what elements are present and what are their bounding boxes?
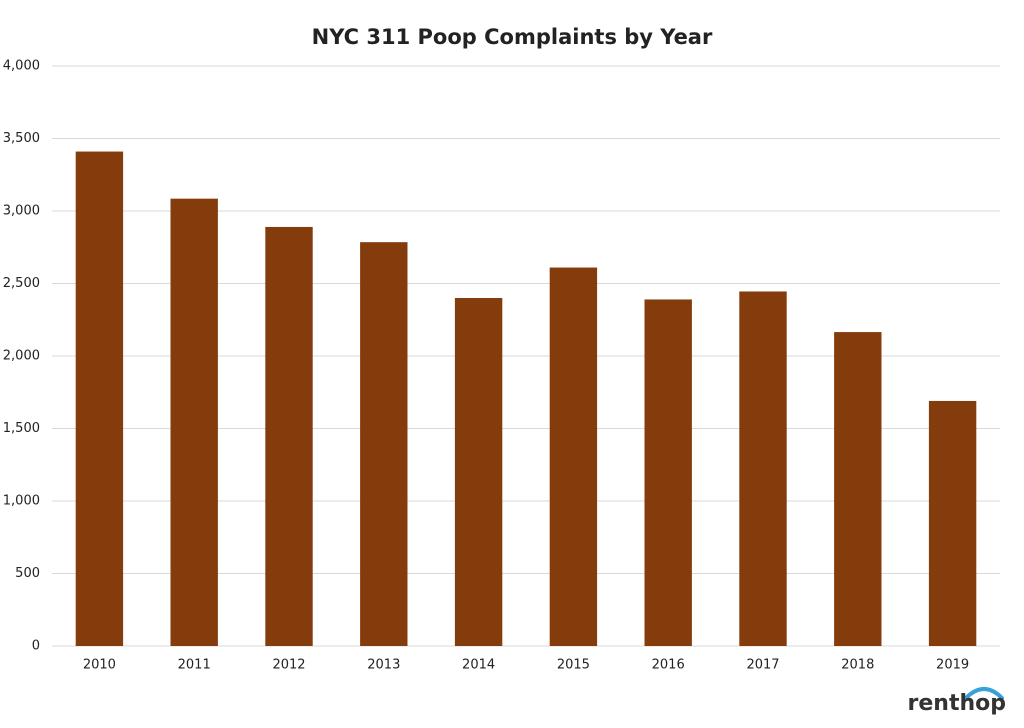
y-tick-label: 2,000 [3,349,40,364]
y-tick-label: 0 [32,639,40,654]
y-tick-label: 3,500 [3,131,40,146]
bar [644,299,692,646]
x-tick-label: 2014 [462,658,495,673]
x-tick-label: 2011 [178,658,211,673]
y-tick-label: 1,000 [3,494,40,509]
x-tick-label: 2019 [936,658,969,673]
bar [360,242,408,647]
bar [928,400,977,646]
bar [75,151,124,647]
y-tick-label: 3,000 [3,204,40,219]
bar [454,298,503,646]
bar [170,198,218,647]
x-tick-label: 2012 [272,658,305,673]
x-tick-label: 2013 [367,658,400,673]
y-tick-label: 1,500 [3,421,40,436]
x-tick-label: 2015 [557,658,590,673]
bar [549,267,598,646]
bar [739,291,787,646]
x-tick-label: 2016 [652,658,685,673]
chart-title: NYC 311 Poop Complaints by Year [312,25,713,49]
x-tick-label: 2018 [841,658,874,673]
x-tick-label: 2010 [83,658,116,673]
y-tick-label: 4,000 [3,59,40,74]
y-tick-label: 2,500 [3,276,40,291]
logo-arc [964,687,1004,700]
bar [265,226,313,646]
y-tick-label: 500 [15,566,40,581]
x-tick-label: 2017 [746,658,779,673]
bar [834,332,882,646]
brand-logo: renthop [908,691,1006,716]
